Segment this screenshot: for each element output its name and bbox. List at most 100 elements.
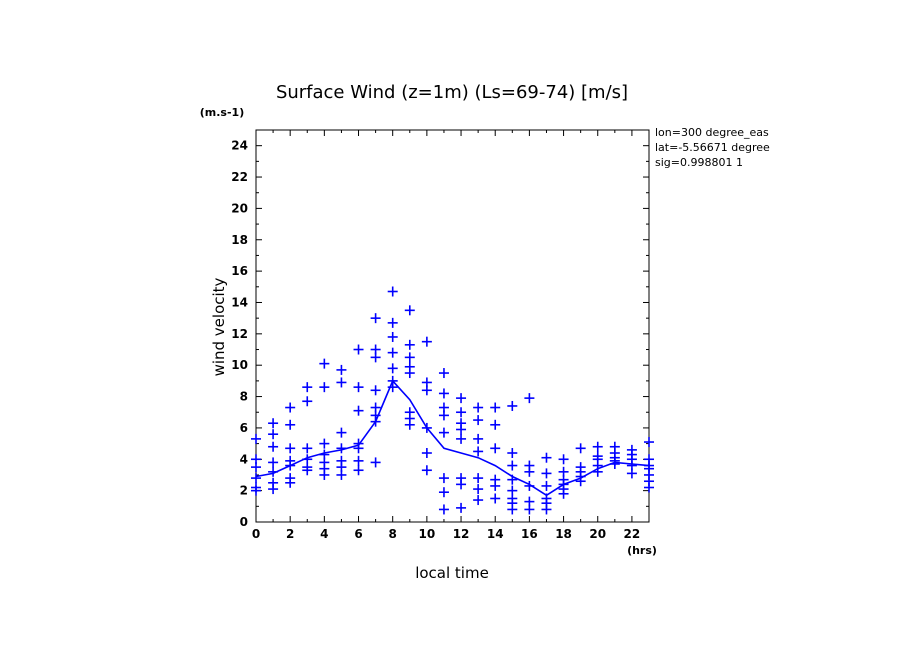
y-tick-label: 0 <box>240 515 248 529</box>
data-point <box>438 388 449 399</box>
data-point <box>524 504 535 515</box>
data-point <box>456 502 467 513</box>
y-tick-label: 8 <box>240 390 248 404</box>
data-point <box>490 493 501 504</box>
data-point <box>456 479 467 490</box>
data-point <box>268 429 279 440</box>
data-point <box>251 433 261 444</box>
data-point <box>421 385 432 396</box>
data-point <box>541 504 552 515</box>
data-point <box>490 419 501 430</box>
data-point <box>268 418 279 429</box>
data-point <box>558 488 569 499</box>
data-point <box>507 400 518 411</box>
data-point <box>575 443 586 454</box>
data-point <box>507 460 518 471</box>
data-point <box>353 405 364 416</box>
data-point <box>285 419 296 430</box>
x-tick-label: 10 <box>419 527 436 541</box>
data-point <box>507 448 518 459</box>
data-point <box>507 504 518 515</box>
data-point <box>524 466 535 477</box>
data-point <box>456 407 467 418</box>
annotation-lon: lon=300 degree_eas <box>655 126 769 139</box>
data-point <box>353 382 364 393</box>
y-tick-label: 16 <box>231 264 248 278</box>
data-point <box>438 368 449 379</box>
data-point <box>353 455 364 466</box>
x-tick-label: 2 <box>286 527 294 541</box>
x-tick-label: 4 <box>320 527 328 541</box>
y-tick-label: 14 <box>231 295 248 309</box>
data-point <box>473 433 484 444</box>
data-point <box>302 465 313 476</box>
data-point <box>336 427 347 438</box>
data-point <box>370 385 381 396</box>
data-point <box>370 457 381 468</box>
data-point <box>541 468 552 479</box>
y-unit-label: (m.s-1) <box>200 106 244 119</box>
data-point <box>319 382 330 393</box>
data-point <box>473 402 484 413</box>
data-point <box>251 473 261 484</box>
data-point <box>456 393 467 404</box>
data-point <box>302 443 313 454</box>
data-point <box>404 368 415 379</box>
x-tick-label: 14 <box>487 527 504 541</box>
data-point <box>404 305 415 316</box>
data-point <box>473 446 484 457</box>
y-tick-label: 10 <box>231 358 248 372</box>
x-tick-label: 12 <box>453 527 470 541</box>
data-point <box>438 427 449 438</box>
data-point <box>336 469 347 480</box>
data-point <box>421 336 432 347</box>
y-tick-label: 2 <box>240 484 248 498</box>
data-point <box>302 382 313 393</box>
data-point <box>456 433 467 444</box>
data-point <box>387 363 398 374</box>
data-point <box>319 358 330 369</box>
data-point <box>473 484 484 495</box>
data-point <box>541 452 552 463</box>
data-point <box>626 468 637 479</box>
data-point <box>302 396 313 407</box>
y-tick-label: 6 <box>240 421 248 435</box>
data-point <box>268 457 279 468</box>
x-tick-label: 8 <box>389 527 397 541</box>
data-point <box>490 443 501 454</box>
data-point <box>644 437 654 448</box>
data-point <box>353 344 364 355</box>
data-point <box>644 482 654 493</box>
data-point <box>524 393 535 404</box>
data-point <box>490 480 501 491</box>
data-point <box>319 438 330 449</box>
y-tick-label: 18 <box>231 233 248 247</box>
y-axis-label: wind velocity <box>210 277 228 376</box>
data-point <box>541 480 552 491</box>
data-point <box>387 317 398 328</box>
y-tick-label: 20 <box>231 201 248 215</box>
data-point <box>268 484 279 495</box>
data-point <box>370 313 381 324</box>
data-point <box>438 504 449 515</box>
annotation-lat: lat=-5.56671 degree <box>655 141 770 154</box>
data-point <box>404 419 415 430</box>
y-tick-label: 22 <box>231 170 248 184</box>
data-point <box>421 448 432 459</box>
data-point <box>438 487 449 498</box>
data-point <box>251 462 261 473</box>
data-point <box>404 352 415 363</box>
data-point <box>387 286 398 297</box>
data-point <box>592 441 603 452</box>
data-point <box>285 443 296 454</box>
data-point <box>285 402 296 413</box>
annotation-sig: sig=0.998801 1 <box>655 156 743 169</box>
x-tick-label: 6 <box>354 527 362 541</box>
data-point <box>336 377 347 388</box>
data-point <box>421 465 432 476</box>
y-tick-label: 12 <box>231 327 248 341</box>
x-unit-label: (hrs) <box>627 544 657 557</box>
y-tick-label: 4 <box>240 452 248 466</box>
data-point <box>558 454 569 465</box>
